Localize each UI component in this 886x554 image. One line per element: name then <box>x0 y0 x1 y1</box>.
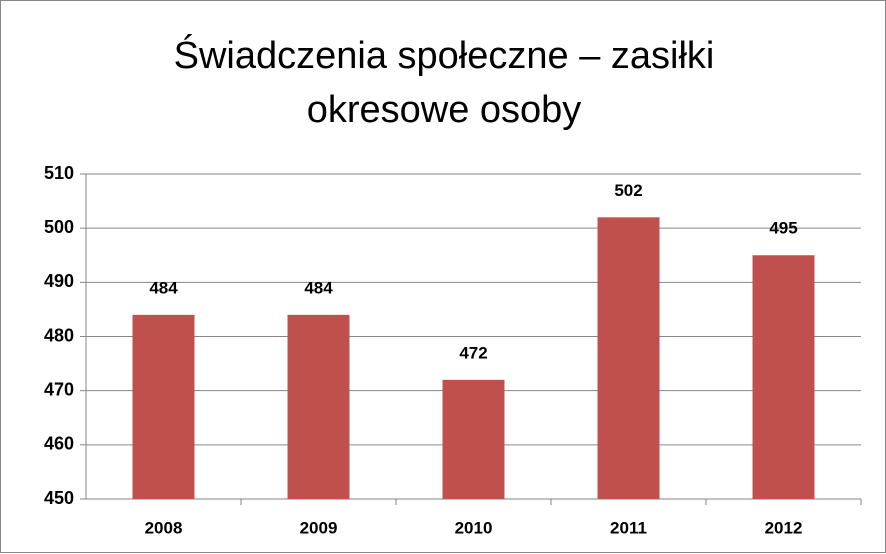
x-tick-label: 2012 <box>765 518 803 537</box>
y-tick-label: 490 <box>44 271 74 291</box>
y-tick-label: 480 <box>44 325 74 345</box>
x-tick-label: 2009 <box>300 518 338 537</box>
y-tick-label: 470 <box>44 379 74 399</box>
x-tick-label: 2010 <box>455 518 493 537</box>
bar <box>752 255 815 499</box>
data-label: 502 <box>614 181 642 200</box>
x-tick-label: 2008 <box>145 518 183 537</box>
y-tick-label: 500 <box>44 217 74 237</box>
bar <box>597 217 660 500</box>
data-label: 472 <box>459 343 487 362</box>
data-label: 495 <box>769 219 797 238</box>
data-label: 484 <box>149 278 178 297</box>
bar <box>132 314 195 499</box>
bar <box>287 314 350 499</box>
bar <box>442 379 505 499</box>
y-tick-label: 510 <box>44 163 74 183</box>
y-tick-label: 450 <box>44 488 74 508</box>
x-tick-label: 2011 <box>610 518 647 537</box>
data-label: 484 <box>304 278 333 297</box>
y-tick-label: 460 <box>44 434 74 454</box>
chart-title: Świadczenia społeczne – zasiłki okresowe… <box>173 35 715 131</box>
